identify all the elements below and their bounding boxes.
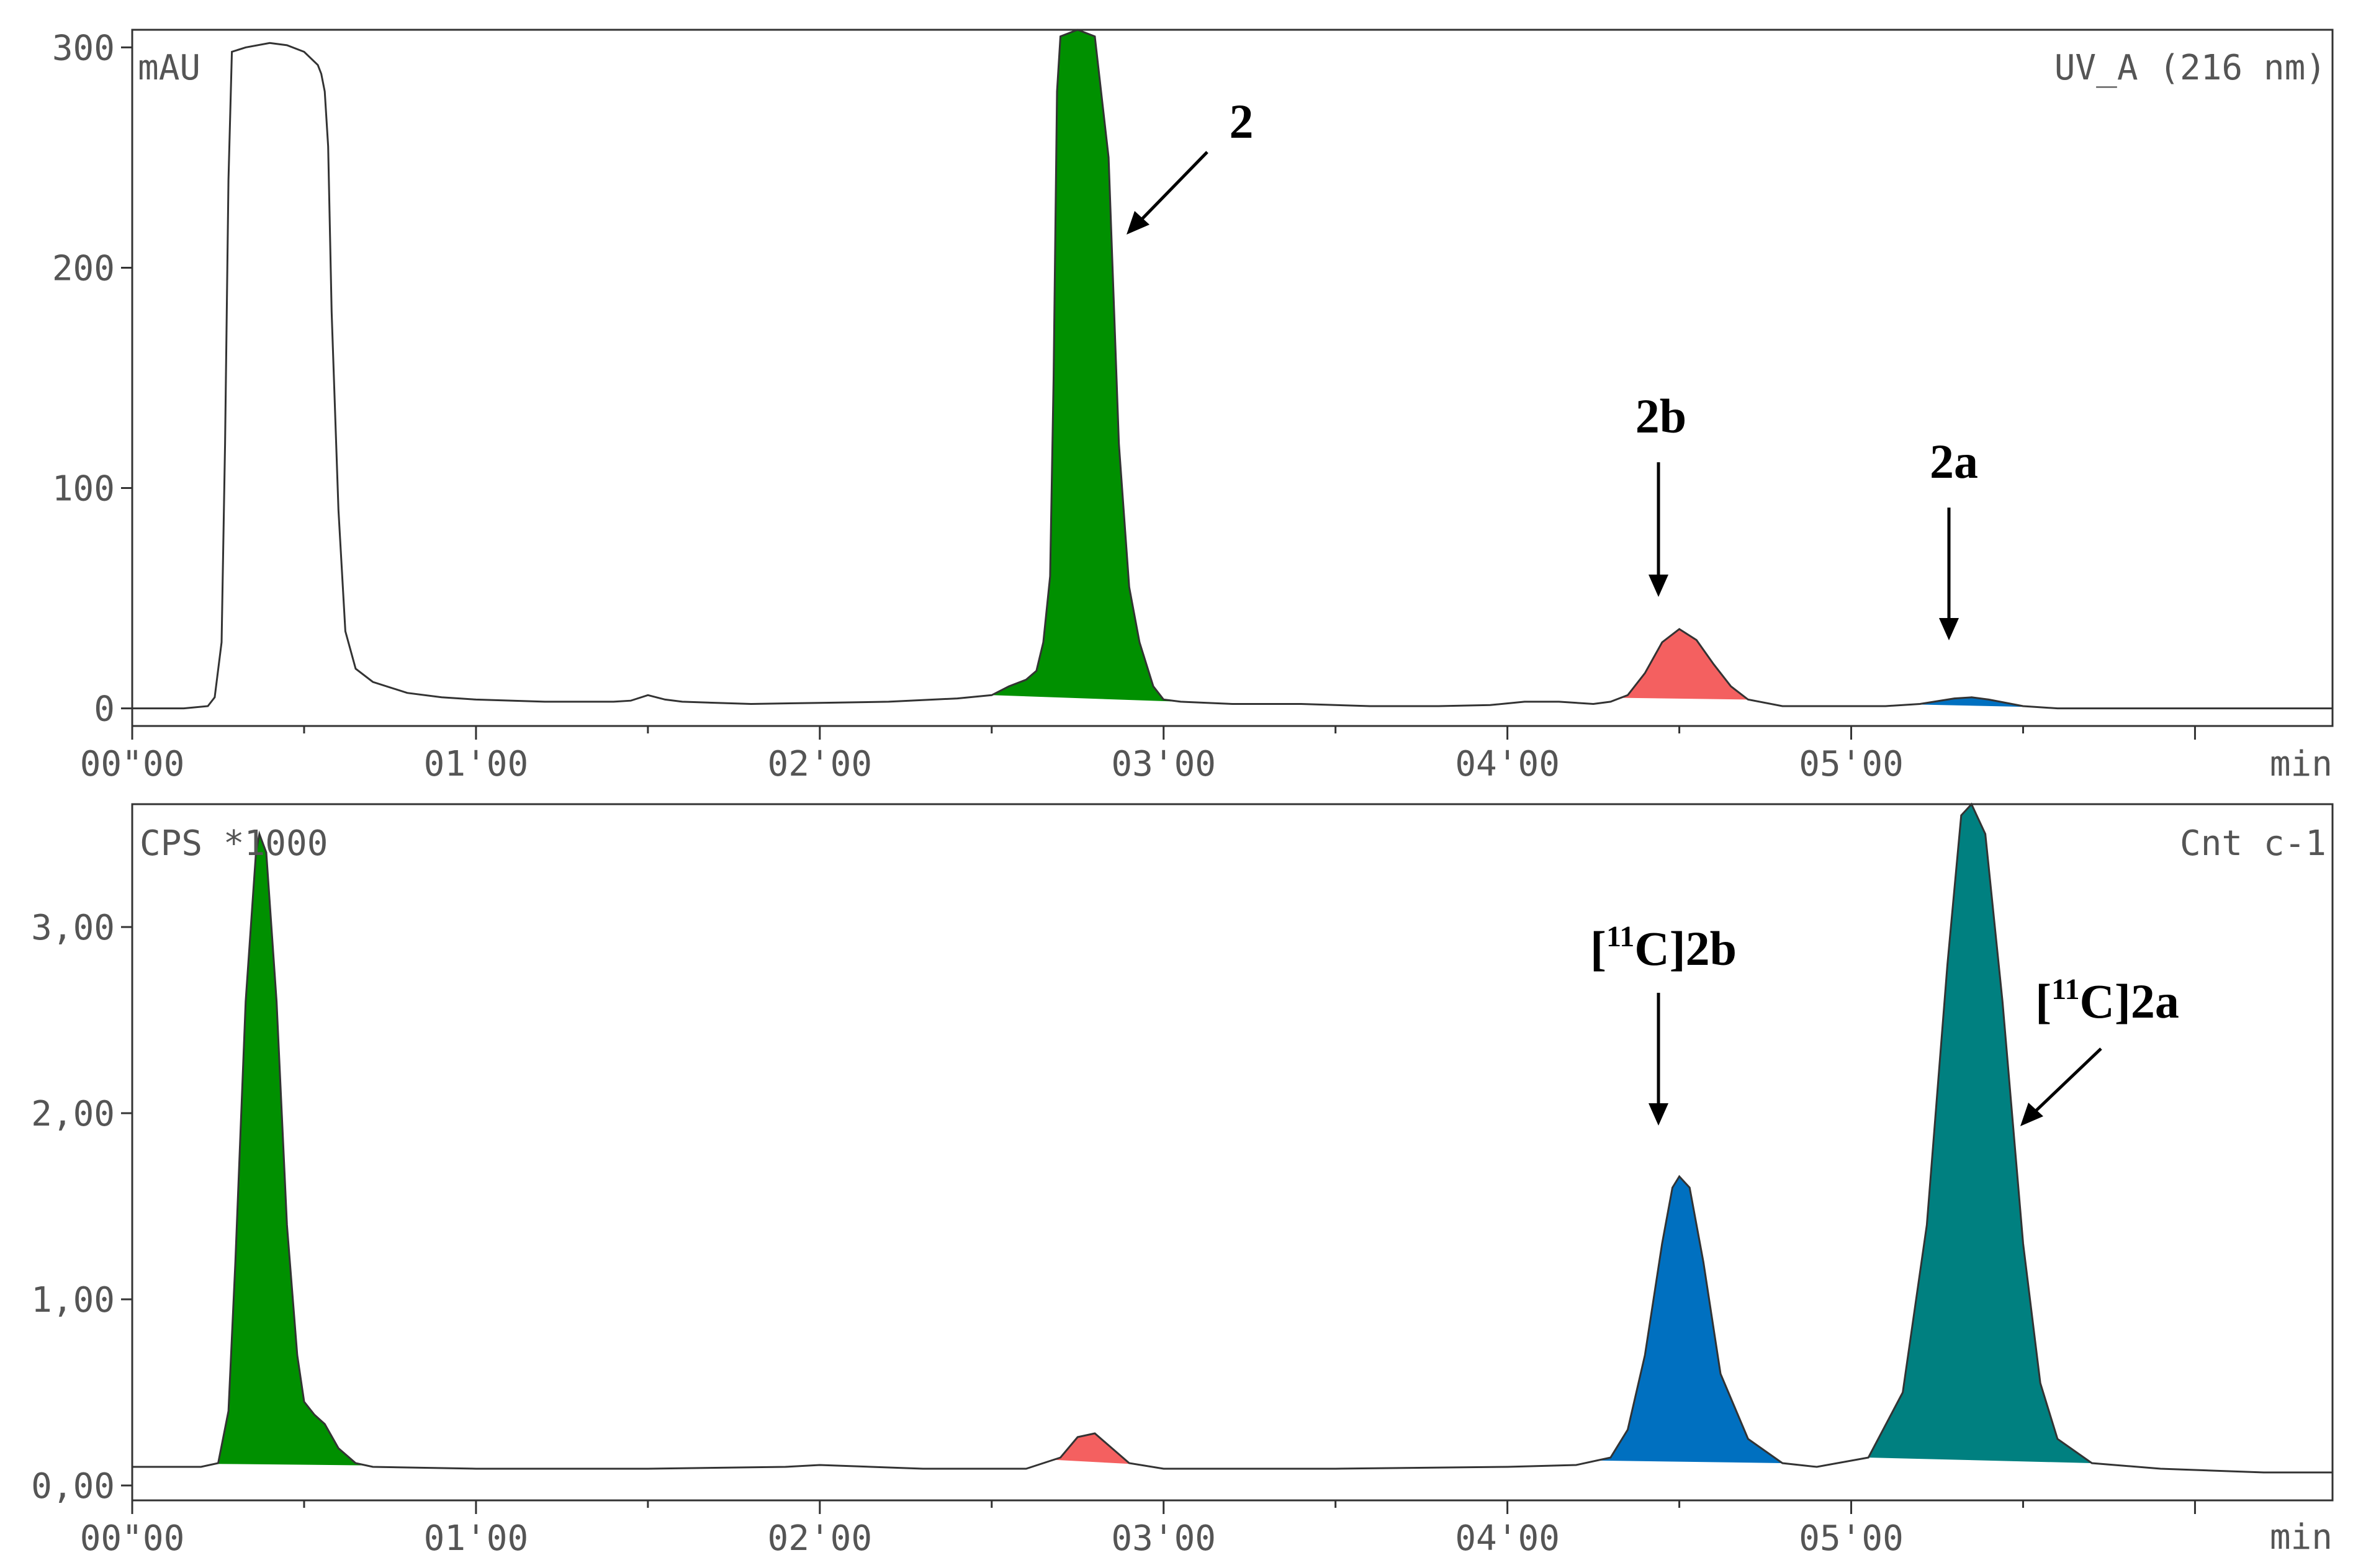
radio-x-tick-label: 05'00 <box>1799 1518 1904 1559</box>
arrow-2 <box>1138 151 1208 223</box>
radio-unit-label: CPS *1000 <box>140 823 328 864</box>
uv-y-tick-label: 200 <box>52 248 115 289</box>
radio-y-tick-label: 0,00 <box>31 1466 115 1507</box>
radio-y-tick-label: 1,00 <box>31 1280 115 1320</box>
arrow-11c-2a <box>2031 1047 2102 1115</box>
uv-peak-fill-1 <box>991 30 1181 702</box>
uv-x-unit-label: min <box>2270 744 2333 784</box>
uv-chromatogram-panel: 00"00 01'00 02'00 03'00 04'00 05'00 0 100 200 30… <box>52 28 2334 784</box>
annotation-11c-2b: [11C]2b <box>1590 920 1737 975</box>
arrow-2-head <box>1127 211 1150 235</box>
radio-x-tick-label: 01'00 <box>424 1518 529 1559</box>
radio-x-tick-label: 02'00 <box>768 1518 873 1559</box>
radio-x-tick-label: 04'00 <box>1455 1518 1560 1559</box>
arrow-11c-2b-head <box>1649 1103 1668 1126</box>
uv-x-ticks: 00"00 01'00 02'00 03'00 04'00 05'00 <box>80 726 2196 784</box>
radio-trace-line <box>132 802 2333 1474</box>
radio-y-ticks: 0,00 1,00 2,00 3,00 <box>31 908 132 1507</box>
radio-x-unit-label: min <box>2270 1517 2333 1557</box>
annotation-2b: 2b <box>1635 389 1686 443</box>
uv-y-tick-label: 100 <box>52 469 115 509</box>
radio-x-tick-label: 03'00 <box>1111 1518 1216 1559</box>
uv-x-tick-label: 03'00 <box>1111 744 1216 784</box>
uv-x-tick-label: 05'00 <box>1799 744 1904 784</box>
annotation-2: 2 <box>1230 94 1254 148</box>
annotation-11c-2a: [11C]2a <box>2035 973 2179 1028</box>
uv-x-tick-label: 04'00 <box>1455 744 1560 784</box>
radio-peak-fill-1 <box>1053 1433 1136 1464</box>
uv-y-tick-label: 300 <box>52 28 115 68</box>
uv-unit-label: mAU <box>138 48 200 88</box>
radio-plot-frame <box>131 803 2334 1502</box>
radio-x-tick-label: 00"00 <box>80 1518 185 1559</box>
uv-peak-fill-3 <box>1913 697 2041 707</box>
uv-y-ticks: 0 100 200 300 <box>52 28 132 730</box>
arrow-2a-head <box>1939 618 1959 640</box>
uv-x-tick-label: 00"00 <box>80 744 185 784</box>
annotation-2a: 2a <box>1930 434 1978 488</box>
uv-peak-fills <box>991 30 2041 707</box>
uv-x-tick-label: 01'00 <box>424 744 529 784</box>
radio-chromatogram-panel: 00"00 01'00 02'00 03'00 04'00 05'00 0,00 1,00 2… <box>31 802 2334 1559</box>
uv-trace-line <box>132 29 2333 710</box>
radio-peak-fills <box>214 804 2092 1466</box>
uv-x-tick-label: 02'00 <box>768 744 873 784</box>
uv-plot-frame <box>131 29 2334 727</box>
radio-peak-fill-2 <box>1596 1176 1783 1463</box>
radio-peak-fill-0 <box>214 834 366 1466</box>
radio-y-tick-label: 2,00 <box>31 1094 115 1134</box>
radio-peak-fill-3 <box>1868 804 2092 1463</box>
radio-y-tick-label: 3,00 <box>31 908 115 948</box>
arrow-11c-2a-head <box>2020 1103 2043 1126</box>
radio-x-ticks: 00"00 01'00 02'00 03'00 04'00 05'00 <box>80 1500 2196 1559</box>
radio-channel-label: Cnt c-1 <box>2180 823 2326 864</box>
uv-channel-label: UV_A (216 nm) <box>2054 48 2326 88</box>
uv-y-tick-label: 0 <box>94 689 115 730</box>
uv-peak-fill-2 <box>1621 629 1748 700</box>
arrow-2b-head <box>1649 575 1668 597</box>
